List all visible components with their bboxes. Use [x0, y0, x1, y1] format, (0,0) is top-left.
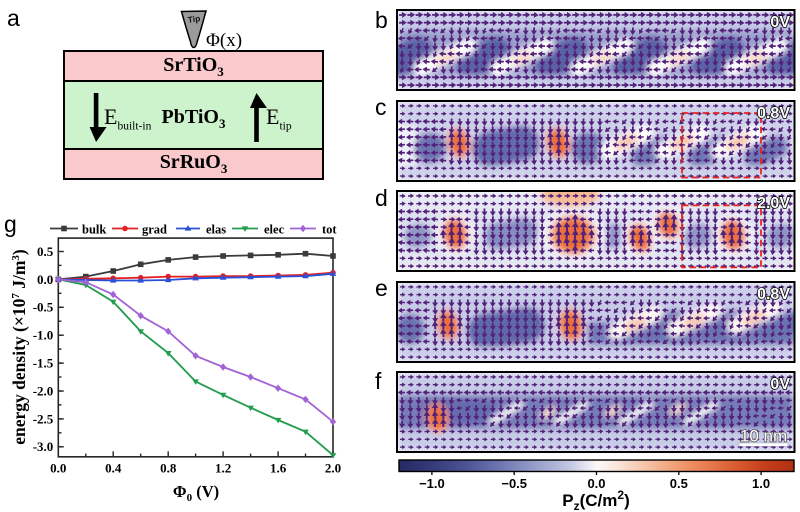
svg-text:Tip: Tip [187, 13, 201, 25]
svg-text:−0.5: −0.5 [501, 476, 527, 491]
svg-text:-3.0: -3.0 [33, 439, 54, 454]
svg-text:tot: tot [322, 222, 337, 236]
svg-text:0.4: 0.4 [105, 460, 122, 475]
svg-text:elec: elec [264, 222, 285, 236]
svg-text:2.0V: 2.0V [757, 195, 790, 212]
svg-text:0.5: 0.5 [670, 476, 688, 491]
svg-text:−1.0: −1.0 [419, 476, 445, 491]
svg-text:0.0: 0.0 [50, 460, 66, 475]
svg-text:-1.0: -1.0 [33, 328, 54, 343]
svg-text:0V: 0V [770, 14, 790, 31]
svg-text:grad: grad [142, 222, 167, 236]
svg-text:1.6: 1.6 [270, 460, 287, 475]
svg-text:0.0: 0.0 [37, 272, 53, 287]
svg-text:-2.0: -2.0 [33, 383, 54, 398]
svg-text:0.8: 0.8 [160, 460, 177, 475]
svg-text:1.2: 1.2 [215, 460, 231, 475]
svg-text:1.0: 1.0 [752, 476, 770, 491]
svg-text:0.0: 0.0 [587, 476, 605, 491]
svg-text:0.8V: 0.8V [757, 286, 790, 303]
svg-text:Pz(C/m2): Pz(C/m2) [562, 488, 629, 512]
svg-text:energy density (×107 J/m3): energy density (×107 J/m3) [9, 249, 29, 445]
svg-text:Φ0 (V): Φ0 (V) [173, 482, 219, 504]
svg-text:0V: 0V [770, 376, 790, 393]
svg-text:0.8V: 0.8V [757, 105, 790, 122]
svg-text:elas: elas [206, 222, 226, 236]
svg-text:-1.5: -1.5 [33, 356, 54, 371]
svg-text:10 nm: 10 nm [740, 427, 787, 446]
svg-text:-2.5: -2.5 [33, 411, 54, 426]
svg-text:2.0: 2.0 [325, 460, 341, 475]
svg-text:-0.5: -0.5 [33, 300, 54, 315]
svg-text:bulk: bulk [82, 222, 106, 236]
svg-text:0.5: 0.5 [37, 244, 54, 259]
